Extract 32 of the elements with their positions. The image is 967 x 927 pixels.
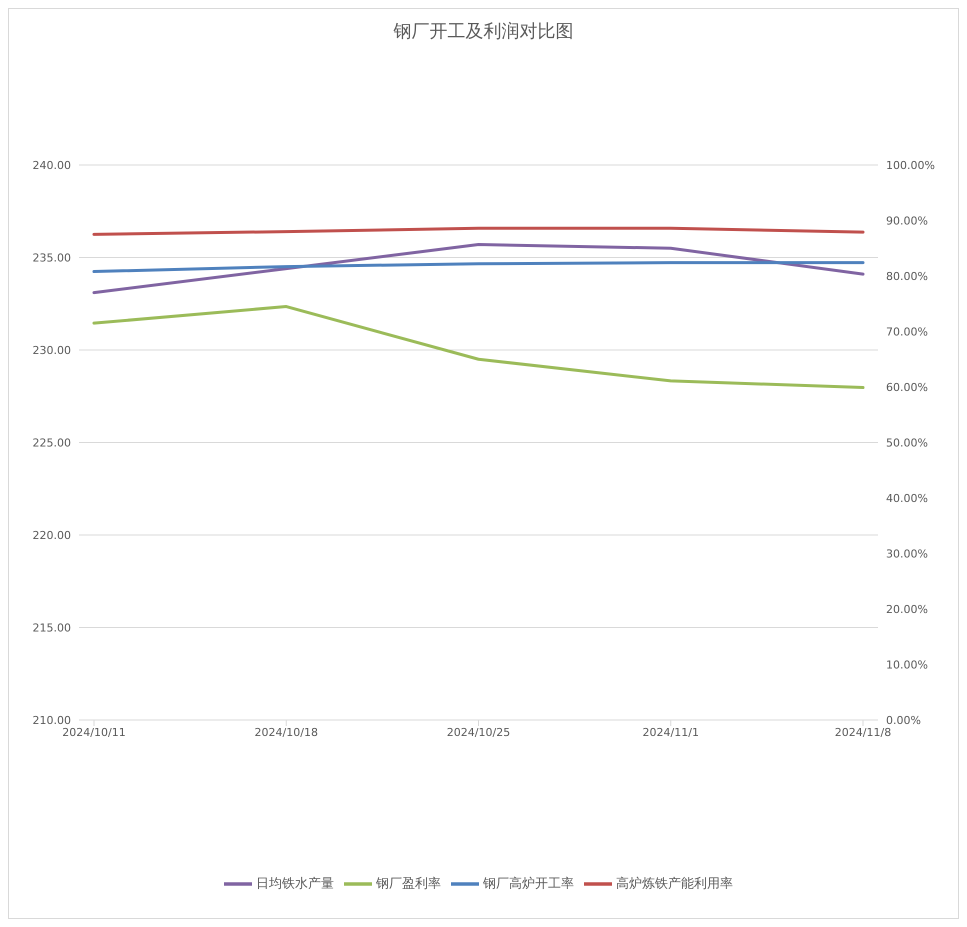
line-series	[92, 305, 864, 390]
y2-tick-label: 90.00%	[886, 214, 928, 228]
chart-title: 钢厂开工及利润对比图	[392, 20, 574, 44]
y2-tick-label: 30.00%	[886, 547, 928, 560]
legend-label: 日均铁水产量	[256, 876, 334, 892]
y2-tick-label: 40.00%	[886, 492, 928, 505]
y-tick-label: 235.00	[32, 251, 71, 264]
x-tick-label: 2024/10/11	[62, 726, 126, 739]
y2-tick-label: 60.00%	[886, 380, 928, 394]
y2-tick-label: 100.00%	[886, 158, 935, 172]
y2-tick-label: 80.00%	[886, 270, 928, 283]
line-series	[92, 243, 864, 294]
y-tick-label: 220.00	[32, 528, 71, 542]
y-tick-label: 230.00	[32, 344, 71, 357]
legend-label: 高炉炼铁产能利用率	[616, 876, 733, 892]
x-tick-label: 2024/11/1	[642, 726, 699, 739]
y-tick-label: 225.00	[32, 436, 71, 450]
y2-tick-label: 70.00%	[886, 325, 928, 338]
legend-label: 钢厂盈利率	[376, 876, 441, 892]
y2-tick-label: 10.00%	[886, 658, 928, 672]
y2-tick-label: 20.00%	[886, 602, 928, 616]
x-tick-label: 2024/11/8	[834, 726, 892, 739]
y2-tick-label: 50.00%	[886, 436, 928, 450]
y-tick-label: 215.00	[32, 621, 71, 634]
x-tick-label: 2024/10/25	[446, 726, 510, 739]
y-tick-label: 210.00	[32, 714, 71, 727]
line-series	[92, 261, 864, 274]
x-tick-label: 2024/10/18	[254, 726, 318, 739]
y2-tick-label: 0.00%	[886, 714, 921, 727]
legend-label: 钢厂高炉开工率	[483, 876, 574, 892]
y-tick-label: 240.00	[32, 158, 71, 172]
line-series	[92, 226, 864, 236]
